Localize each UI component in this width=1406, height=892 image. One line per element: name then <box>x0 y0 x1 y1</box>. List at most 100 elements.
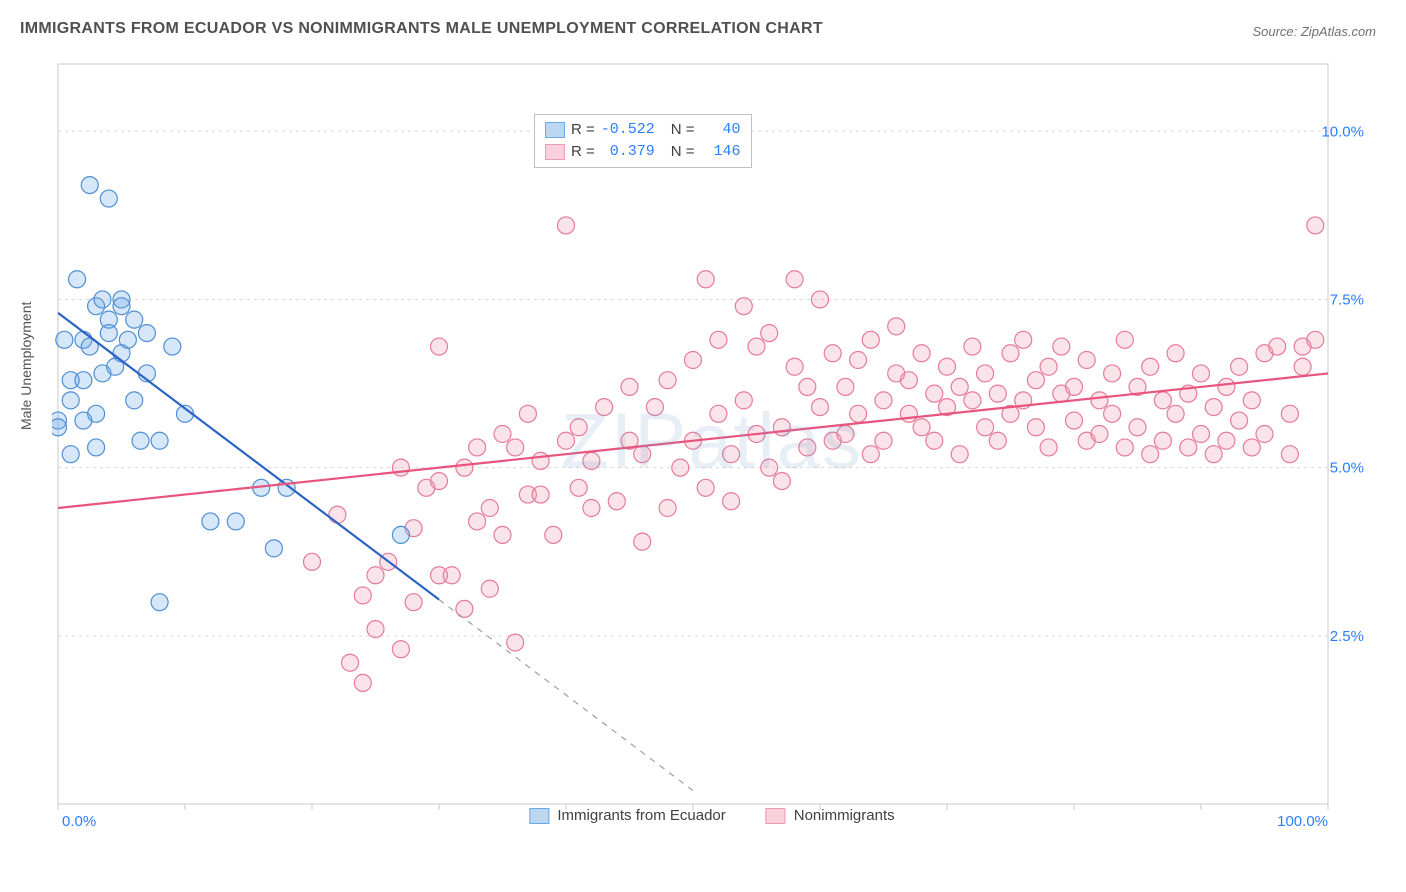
data-point-nonimmigrants <box>659 372 676 389</box>
data-point-nonimmigrants <box>723 493 740 510</box>
data-point-nonimmigrants <box>494 426 511 443</box>
data-point-nonimmigrants <box>1180 439 1197 456</box>
data-point-nonimmigrants <box>913 419 930 436</box>
legend-bottom: Immigrants from Ecuador Nonimmigrants <box>529 807 894 824</box>
data-point-nonimmigrants <box>570 479 587 496</box>
data-point-nonimmigrants <box>735 392 752 409</box>
data-point-nonimmigrants <box>672 459 689 476</box>
data-point-immigrants <box>164 338 181 355</box>
data-point-nonimmigrants <box>1027 372 1044 389</box>
data-point-nonimmigrants <box>1167 345 1184 362</box>
legend-swatch-nonimmigrants <box>766 808 786 824</box>
data-point-nonimmigrants <box>634 533 651 550</box>
data-point-nonimmigrants <box>900 405 917 422</box>
data-point-nonimmigrants <box>773 473 790 490</box>
data-point-nonimmigrants <box>431 338 448 355</box>
data-point-nonimmigrants <box>583 500 600 517</box>
data-point-nonimmigrants <box>1281 405 1298 422</box>
data-point-immigrants <box>100 190 117 207</box>
data-point-nonimmigrants <box>951 446 968 463</box>
data-point-nonimmigrants <box>1078 352 1095 369</box>
data-point-nonimmigrants <box>926 385 943 402</box>
data-point-nonimmigrants <box>1205 446 1222 463</box>
data-point-nonimmigrants <box>659 500 676 517</box>
data-point-nonimmigrants <box>583 452 600 469</box>
data-point-nonimmigrants <box>939 358 956 375</box>
data-point-nonimmigrants <box>494 526 511 543</box>
y-axis-label: Male Unemployment <box>18 302 34 430</box>
stats-swatch-nonimmigrants <box>545 144 565 160</box>
data-point-nonimmigrants <box>989 385 1006 402</box>
data-point-nonimmigrants <box>1142 358 1159 375</box>
data-point-immigrants <box>88 439 105 456</box>
data-point-nonimmigrants <box>1066 378 1083 395</box>
data-point-nonimmigrants <box>964 392 981 409</box>
data-point-immigrants <box>132 432 149 449</box>
data-point-nonimmigrants <box>392 641 409 658</box>
data-point-nonimmigrants <box>735 298 752 315</box>
data-point-nonimmigrants <box>697 271 714 288</box>
data-point-nonimmigrants <box>608 493 625 510</box>
data-point-nonimmigrants <box>354 674 371 691</box>
data-point-nonimmigrants <box>850 352 867 369</box>
stats-n-label: N = <box>671 141 695 163</box>
data-point-nonimmigrants <box>1104 365 1121 382</box>
data-point-nonimmigrants <box>329 506 346 523</box>
data-point-nonimmigrants <box>1231 412 1248 429</box>
data-point-nonimmigrants <box>748 338 765 355</box>
data-point-nonimmigrants <box>507 439 524 456</box>
data-point-nonimmigrants <box>1167 405 1184 422</box>
stats-n-value-immigrants: 40 <box>701 119 741 141</box>
stats-r-label: R = <box>571 141 595 163</box>
data-point-immigrants <box>151 432 168 449</box>
data-point-nonimmigrants <box>812 399 829 416</box>
data-point-nonimmigrants <box>431 473 448 490</box>
data-point-nonimmigrants <box>443 567 460 584</box>
data-point-nonimmigrants <box>1002 345 1019 362</box>
data-point-nonimmigrants <box>837 426 854 443</box>
data-point-nonimmigrants <box>1066 412 1083 429</box>
data-point-nonimmigrants <box>685 352 702 369</box>
stats-row-nonimmigrants: R =0.379N =146 <box>545 141 741 163</box>
data-point-nonimmigrants <box>1129 419 1146 436</box>
data-point-nonimmigrants <box>875 392 892 409</box>
data-point-nonimmigrants <box>977 365 994 382</box>
data-point-nonimmigrants <box>367 567 384 584</box>
data-point-nonimmigrants <box>532 452 549 469</box>
data-point-nonimmigrants <box>1205 399 1222 416</box>
data-point-nonimmigrants <box>1193 365 1210 382</box>
data-point-nonimmigrants <box>710 331 727 348</box>
data-point-nonimmigrants <box>392 459 409 476</box>
data-point-nonimmigrants <box>862 446 879 463</box>
data-point-immigrants <box>81 177 98 194</box>
legend-item-immigrants: Immigrants from Ecuador <box>529 807 725 824</box>
data-point-immigrants <box>392 526 409 543</box>
data-point-nonimmigrants <box>519 405 536 422</box>
data-point-nonimmigrants <box>1256 426 1273 443</box>
data-point-nonimmigrants <box>710 405 727 422</box>
legend-label-immigrants: Immigrants from Ecuador <box>557 807 725 824</box>
legend-label-nonimmigrants: Nonimmigrants <box>794 807 895 824</box>
data-point-immigrants <box>126 311 143 328</box>
legend-item-nonimmigrants: Nonimmigrants <box>766 807 895 824</box>
data-point-nonimmigrants <box>558 432 575 449</box>
stats-r-value-immigrants: -0.522 <box>601 119 655 141</box>
correlation-stats-box: R = -0.522 N = 40R =0.379N =146 <box>534 114 752 168</box>
data-point-nonimmigrants <box>405 594 422 611</box>
data-point-nonimmigrants <box>481 580 498 597</box>
data-point-nonimmigrants <box>1053 338 1070 355</box>
data-point-nonimmigrants <box>1091 426 1108 443</box>
plot-area: 2.5%5.0%7.5%10.0%0.0%100.0% ZIPatlas R =… <box>52 56 1372 826</box>
data-point-immigrants <box>94 291 111 308</box>
data-point-immigrants <box>151 594 168 611</box>
data-point-immigrants <box>52 419 67 436</box>
stats-r-label: R = <box>571 119 595 141</box>
legend-swatch-immigrants <box>529 808 549 824</box>
data-point-nonimmigrants <box>532 486 549 503</box>
data-point-nonimmigrants <box>1116 331 1133 348</box>
y-tick-label: 7.5% <box>1330 291 1364 308</box>
source-attribution: Source: ZipAtlas.com <box>1252 24 1376 39</box>
data-point-nonimmigrants <box>634 446 651 463</box>
data-point-nonimmigrants <box>1154 432 1171 449</box>
data-point-nonimmigrants <box>507 634 524 651</box>
